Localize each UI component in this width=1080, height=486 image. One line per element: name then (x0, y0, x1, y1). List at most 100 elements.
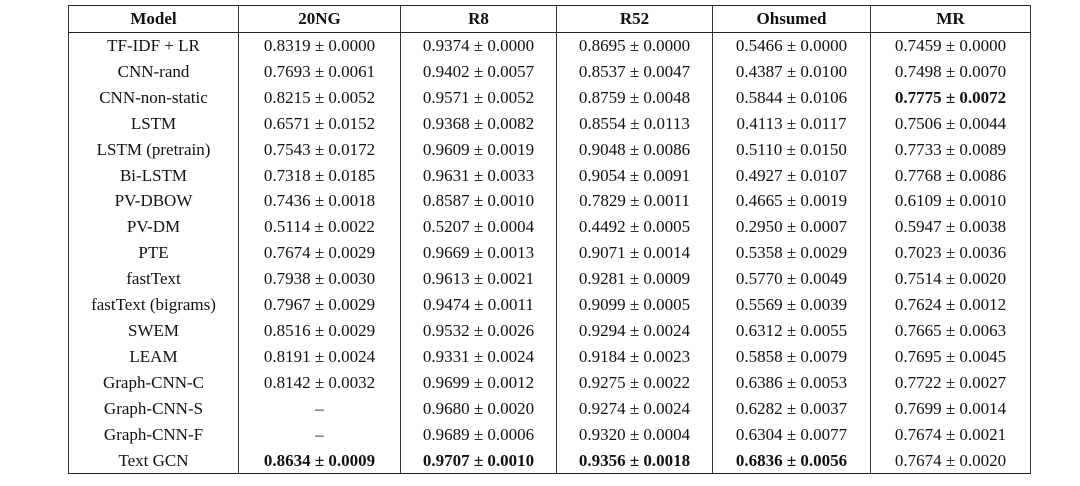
model-name: Bi-LSTM (68, 162, 239, 189)
score-cell: 0.7967 ± 0.0029 (238, 292, 401, 318)
score-cell: 0.4927 ± 0.0107 (712, 162, 871, 189)
table-row: CNN-non-static 0.8215 ± 0.0052 0.9571 ± 0.… (68, 84, 1031, 111)
score-cell: 0.9320 ± 0.0004 (556, 421, 713, 448)
score-cell: 0.4665 ± 0.0019 (712, 188, 871, 215)
model-name: PV-DM (68, 214, 239, 241)
score-cell: 0.7674 ± 0.0029 (238, 240, 401, 267)
score-cell: 0.5207 ± 0.0004 (400, 214, 557, 241)
score-cell: 0.8516 ± 0.0029 (238, 317, 401, 344)
table-body: TF-IDF + LR 0.8319 ± 0.0000 0.9374 ± 0.000… (68, 32, 1031, 474)
score-cell: 0.7543 ± 0.0172 (238, 136, 401, 163)
score-cell: 0.6282 ± 0.0037 (712, 395, 871, 422)
score-cell: 0.4492 ± 0.0005 (556, 214, 713, 241)
score-cell: 0.9474 ± 0.0011 (400, 292, 557, 318)
model-name: Text GCN (68, 447, 239, 474)
table-row: Bi-LSTM 0.7318 ± 0.0185 0.9631 ± 0.0033 0.9… (68, 162, 1031, 189)
table-row: Text GCN 0.8634 ± 0.0009 0.9707 ± 0.0010 0.… (68, 447, 1031, 474)
score-cell: 0.9275 ± 0.0022 (556, 369, 713, 396)
score-cell: 0.5569 ± 0.0039 (712, 292, 871, 318)
score-cell: 0.9680 ± 0.0020 (400, 395, 557, 422)
column-header: R8 (400, 5, 557, 33)
score-cell: 0.9374 ± 0.0000 (400, 32, 557, 59)
table-header: Model 20NG R8 R52 Ohsumed MR (68, 5, 1031, 33)
score-cell: 0.7436 ± 0.0018 (238, 188, 401, 215)
score-cell: 0.5358 ± 0.0029 (712, 240, 871, 267)
score-cell: 0.7506 ± 0.0044 (870, 110, 1031, 137)
table-row: CNN-rand 0.7693 ± 0.0061 0.9402 ± 0.0057 0.… (68, 58, 1031, 85)
score-cell: 0.9099 ± 0.0005 (556, 292, 713, 318)
table-row: PTE 0.7674 ± 0.0029 0.9669 ± 0.0013 0.9071 … (68, 240, 1031, 267)
score-cell: 0.7459 ± 0.0000 (870, 32, 1031, 59)
column-header: Model (68, 5, 239, 33)
score-cell: 0.6109 ± 0.0010 (870, 188, 1031, 215)
table-row: Graph-CNN-C 0.8142 ± 0.0032 0.9699 ± 0.001… (68, 369, 1031, 396)
table-row: fastText 0.7938 ± 0.0030 0.9613 ± 0.0021 0.… (68, 266, 1031, 293)
header-row: Model 20NG R8 R52 Ohsumed MR (68, 5, 1031, 33)
score-cell: 0.9281 ± 0.0009 (556, 266, 713, 293)
score-cell: 0.9613 ± 0.0021 (400, 266, 557, 293)
score-cell: 0.9331 ± 0.0024 (400, 343, 557, 370)
model-name: CNN-rand (68, 58, 239, 85)
score-cell: 0.8191 ± 0.0024 (238, 343, 401, 370)
score-cell: 0.8537 ± 0.0047 (556, 58, 713, 85)
table-row: TF-IDF + LR 0.8319 ± 0.0000 0.9374 ± 0.000… (68, 32, 1031, 59)
score-cell: 0.7023 ± 0.0036 (870, 240, 1031, 267)
score-cell: 0.4113 ± 0.0117 (712, 110, 871, 137)
table-row: fastText (bigrams) 0.7967 ± 0.0029 0.9474 … (68, 292, 1031, 318)
score-cell: 0.6386 ± 0.0053 (712, 369, 871, 396)
score-cell: 0.9669 ± 0.0013 (400, 240, 557, 267)
score-cell: 0.2950 ± 0.0007 (712, 214, 871, 241)
score-cell: 0.9048 ± 0.0086 (556, 136, 713, 163)
table-row: LSTM 0.6571 ± 0.0152 0.9368 ± 0.0082 0.8554… (68, 110, 1031, 137)
model-name: Graph-CNN-S (68, 395, 239, 422)
score-cell: 0.9274 ± 0.0024 (556, 395, 713, 422)
score-cell: 0.6836 ± 0.0056 (712, 447, 871, 474)
model-name: fastText (bigrams) (68, 292, 239, 318)
score-cell: 0.9631 ± 0.0033 (400, 162, 557, 189)
score-cell: 0.7775 ± 0.0072 (870, 84, 1031, 111)
model-name: PTE (68, 240, 239, 267)
model-name: TF-IDF + LR (68, 32, 239, 59)
model-name: fastText (68, 266, 239, 293)
table-row: Graph-CNN-S –0.9680 ± 0.0020 0.9274 ± 0.00… (68, 395, 1031, 422)
score-cell: 0.9184 ± 0.0023 (556, 343, 713, 370)
score-cell: 0.9402 ± 0.0057 (400, 58, 557, 85)
score-cell: 0.7829 ± 0.0011 (556, 188, 713, 215)
model-name: SWEM (68, 317, 239, 344)
score-cell: 0.5770 ± 0.0049 (712, 266, 871, 293)
score-cell: 0.8215 ± 0.0052 (238, 84, 401, 111)
results-table: Model 20NG R8 R52 Ohsumed MR TF-IDF + LR 0.831… (68, 5, 1031, 474)
score-cell: 0.8142 ± 0.0032 (238, 369, 401, 396)
table-row: SWEM 0.8516 ± 0.0029 0.9532 ± 0.0026 0.9294… (68, 317, 1031, 344)
table-row: LSTM (pretrain) 0.7543 ± 0.0172 0.9609 ± 0… (68, 136, 1031, 163)
score-cell: 0.5858 ± 0.0079 (712, 343, 871, 370)
score-cell: 0.7514 ± 0.0020 (870, 266, 1031, 293)
score-cell: 0.8634 ± 0.0009 (238, 447, 401, 474)
score-cell: 0.8554 ± 0.0113 (556, 110, 713, 137)
score-cell: 0.7695 ± 0.0045 (870, 343, 1031, 370)
model-name: LEAM (68, 343, 239, 370)
column-header: 20NG (238, 5, 401, 33)
score-cell: 0.6304 ± 0.0077 (712, 421, 871, 448)
score-cell: 0.7699 ± 0.0014 (870, 395, 1031, 422)
score-cell: 0.9356 ± 0.0018 (556, 447, 713, 474)
score-cell: 0.9689 ± 0.0006 (400, 421, 557, 448)
score-cell: 0.7768 ± 0.0086 (870, 162, 1031, 189)
table-row: PV-DBOW 0.7436 ± 0.0018 0.8587 ± 0.0010 0.7… (68, 188, 1031, 215)
model-name: Graph-CNN-C (68, 369, 239, 396)
model-name: LSTM (pretrain) (68, 136, 239, 163)
score-cell: 0.9699 ± 0.0012 (400, 369, 557, 396)
score-cell: 0.8319 ± 0.0000 (238, 32, 401, 59)
table-row: Graph-CNN-F –0.9689 ± 0.0006 0.9320 ± 0.00… (68, 421, 1031, 448)
score-cell: 0.6571 ± 0.0152 (238, 110, 401, 137)
column-header: Ohsumed (712, 5, 871, 33)
score-cell: 0.7318 ± 0.0185 (238, 162, 401, 189)
score-cell: 0.9532 ± 0.0026 (400, 317, 557, 344)
table-row: PV-DM 0.5114 ± 0.0022 0.5207 ± 0.0004 0.449… (68, 214, 1031, 241)
score-cell: – (238, 395, 401, 422)
score-cell: 0.7498 ± 0.0070 (870, 58, 1031, 85)
score-cell: 0.9571 ± 0.0052 (400, 84, 557, 111)
column-header: R52 (556, 5, 713, 33)
score-cell: 0.7674 ± 0.0020 (870, 447, 1031, 474)
score-cell: 0.5844 ± 0.0106 (712, 84, 871, 111)
